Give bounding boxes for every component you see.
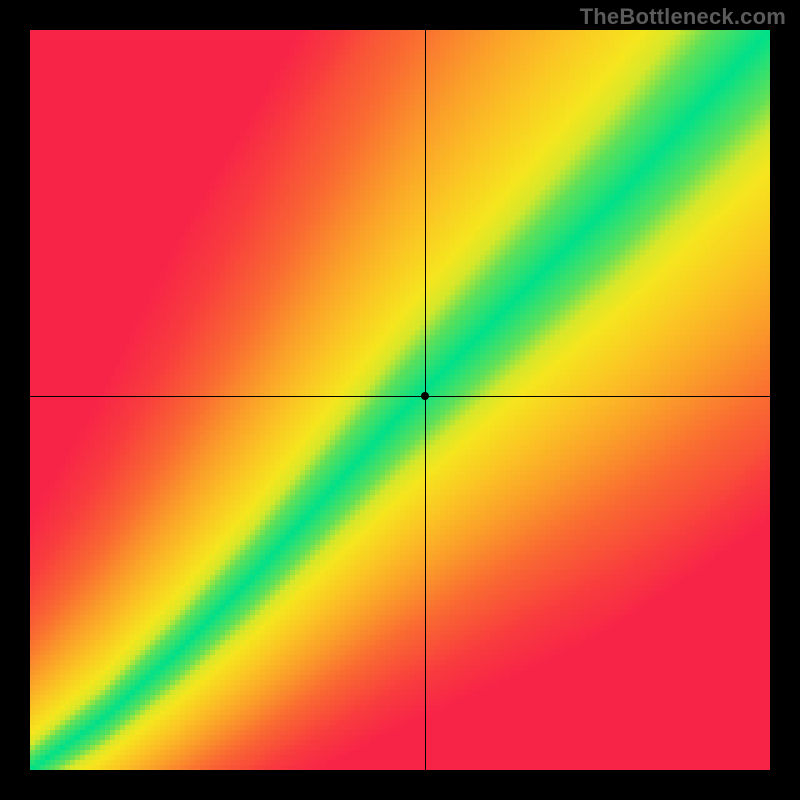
- bottleneck-heatmap: [30, 30, 770, 770]
- intersection-marker: [421, 392, 429, 400]
- crosshair-horizontal: [30, 396, 770, 397]
- watermark-text: TheBottleneck.com: [580, 4, 786, 30]
